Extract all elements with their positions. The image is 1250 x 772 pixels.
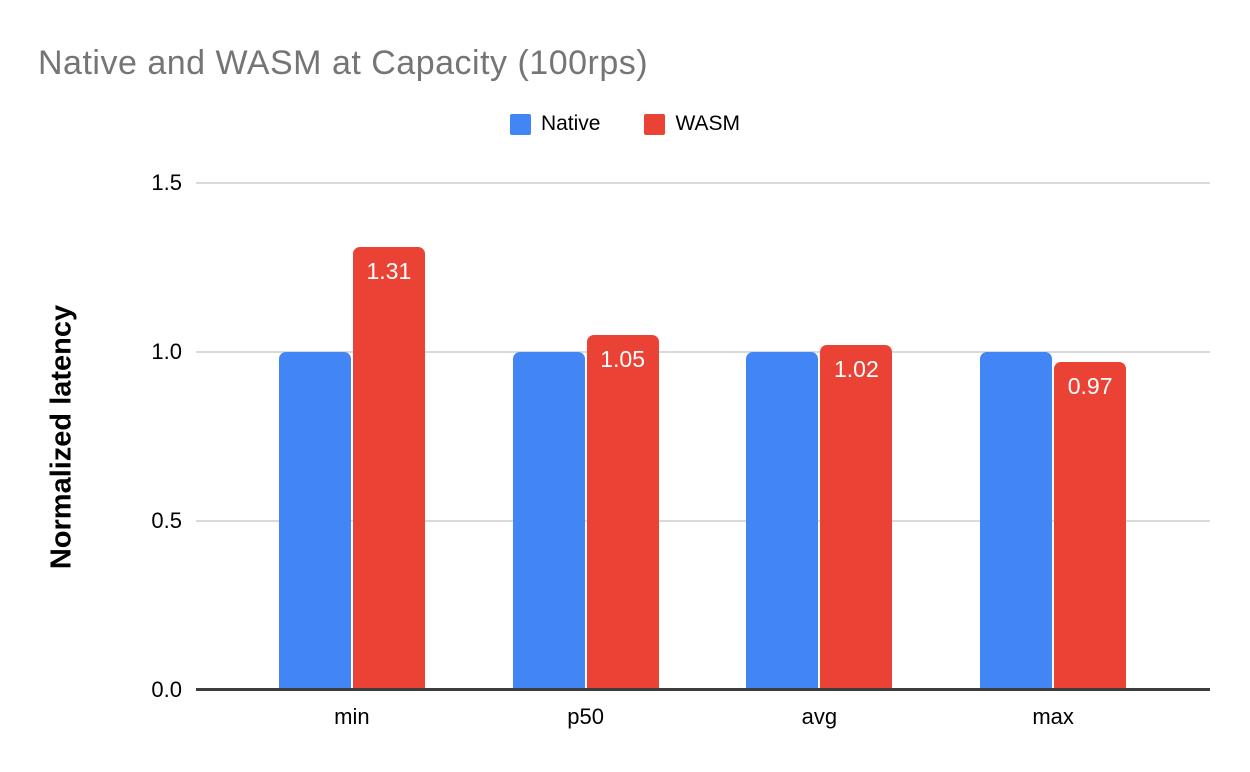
bar-native-p50 <box>512 352 585 690</box>
bar-value-label: 1.31 <box>366 258 412 285</box>
bar-wasm-p50: 1.05 <box>586 335 659 690</box>
legend-label: WASM <box>675 112 741 135</box>
x-axis-line <box>196 688 1210 691</box>
bar-native-avg <box>746 352 819 690</box>
legend-swatch-native <box>509 113 531 135</box>
legend-label: Native <box>540 112 601 135</box>
bar-native-max <box>980 352 1053 690</box>
plot-area: 0.0 0.5 1.0 1.5 1.31 min 1.05 p50 1.02 avg 0.97 max <box>151 170 1210 729</box>
bar-value-label: 1.05 <box>600 346 645 373</box>
bar-native-min <box>278 352 351 690</box>
x-axis-label: avg <box>801 704 838 729</box>
chart-title: Native and WASM at Capacity (100rps) <box>38 44 649 82</box>
gridline-0.5 <box>196 520 1210 522</box>
bar-value-label: 1.02 <box>833 356 879 383</box>
y-axis-title: Normalized latency <box>45 304 78 570</box>
bar-wasm-avg: 1.02 <box>820 345 893 690</box>
gridline-1.0 <box>196 351 1210 353</box>
x-axis-label: p50 <box>567 704 604 729</box>
x-axis-label: max <box>1032 704 1074 729</box>
bar-wasm-min: 1.31 <box>352 247 425 690</box>
gridline-1.5 <box>196 182 1210 184</box>
legend: Native WASM <box>0 112 1250 136</box>
legend-swatch-wasm <box>644 113 666 135</box>
legend-item-wasm: WASM <box>644 112 740 136</box>
bar-value-label: 0.97 <box>1067 373 1113 400</box>
bar-wasm-max: 0.97 <box>1054 362 1127 690</box>
y-tick-label: 1.0 <box>151 339 182 364</box>
x-axis-label: min <box>334 704 370 729</box>
legend-item-native: Native <box>509 112 601 136</box>
y-tick-label: 0.5 <box>151 508 182 533</box>
y-tick-label: 1.5 <box>151 170 182 195</box>
y-tick-label: 0.0 <box>151 677 182 702</box>
